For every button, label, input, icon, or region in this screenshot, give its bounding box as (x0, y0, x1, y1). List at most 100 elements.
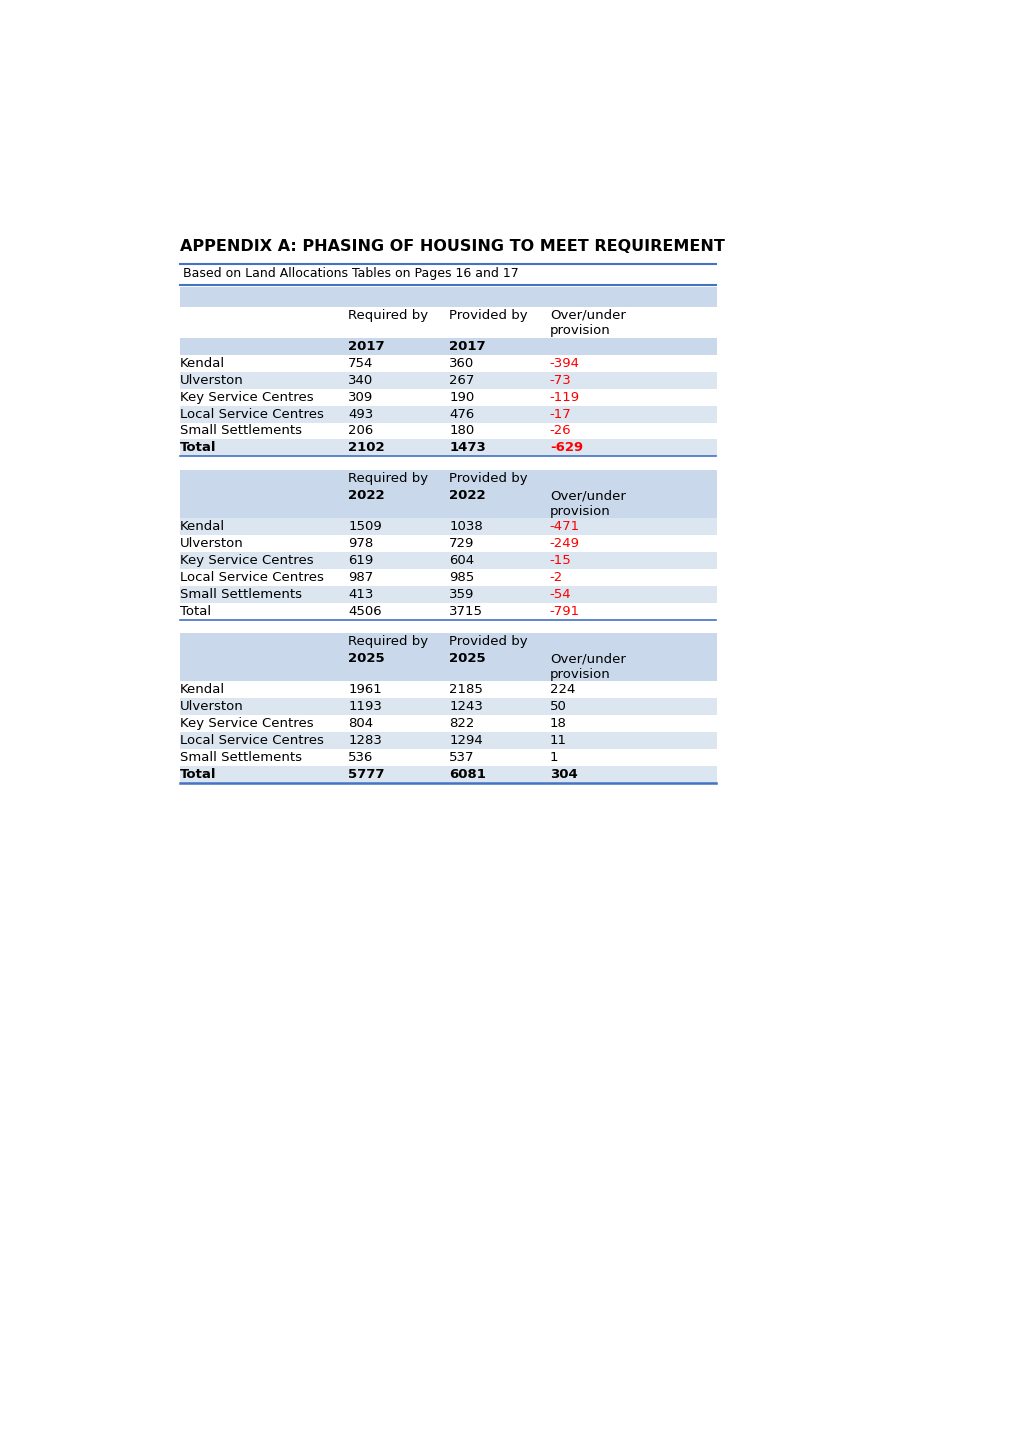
Text: -2: -2 (549, 571, 562, 584)
Bar (180, 518, 715, 535)
Text: 537: 537 (448, 751, 474, 764)
Bar (180, 487, 715, 505)
Bar (180, 733, 715, 748)
Text: -26: -26 (549, 424, 571, 437)
Text: APPENDIX A: PHASING OF HOUSING TO MEET REQUIREMENT: APPENDIX A: PHASING OF HOUSING TO MEET R… (180, 239, 725, 254)
Text: Local Service Centres: Local Service Centres (180, 571, 324, 584)
Text: -15: -15 (549, 554, 571, 567)
Text: provision: provision (549, 668, 610, 681)
Text: 1509: 1509 (348, 521, 382, 534)
Text: provision: provision (549, 505, 610, 518)
Text: 309: 309 (348, 391, 373, 404)
Text: 1038: 1038 (448, 521, 482, 534)
Text: 359: 359 (448, 588, 474, 601)
Text: -17: -17 (549, 408, 571, 421)
Text: Ulverston: Ulverston (180, 536, 244, 549)
Text: 5777: 5777 (348, 769, 384, 782)
Text: 2017: 2017 (448, 340, 485, 353)
Text: 180: 180 (448, 424, 474, 437)
Bar (180, 698, 715, 715)
Text: 1: 1 (549, 751, 557, 764)
Text: -471: -471 (549, 521, 580, 534)
Text: 822: 822 (448, 717, 474, 730)
Text: 604: 604 (448, 554, 474, 567)
Bar (180, 389, 715, 405)
Text: 536: 536 (348, 751, 373, 764)
Text: -54: -54 (549, 588, 571, 601)
Text: 987: 987 (348, 571, 373, 584)
Bar (180, 715, 715, 733)
Text: 340: 340 (348, 373, 373, 386)
Text: Total: Total (180, 769, 216, 782)
Text: Kendal: Kendal (180, 684, 225, 696)
Bar (180, 766, 715, 783)
Text: provision: provision (549, 324, 610, 337)
Text: 1283: 1283 (348, 734, 382, 747)
Text: Required by: Required by (348, 309, 428, 322)
Text: 804: 804 (348, 717, 373, 730)
Bar (180, 633, 715, 650)
Bar (180, 505, 715, 518)
Text: 190: 190 (448, 391, 474, 404)
Text: -249: -249 (549, 536, 580, 549)
Text: 2017: 2017 (348, 340, 384, 353)
Text: 1193: 1193 (348, 701, 382, 714)
Bar (180, 535, 715, 552)
Bar (180, 568, 715, 585)
Text: 754: 754 (348, 356, 373, 369)
Text: 985: 985 (448, 571, 474, 584)
Bar (180, 372, 715, 389)
Text: 4506: 4506 (348, 604, 382, 617)
Text: Small Settlements: Small Settlements (180, 588, 302, 601)
Text: 50: 50 (549, 701, 567, 714)
Bar (180, 423, 715, 440)
Text: Provided by: Provided by (448, 636, 527, 649)
Bar (180, 552, 715, 568)
Text: Provided by: Provided by (448, 309, 527, 322)
Text: 1961: 1961 (348, 684, 382, 696)
Text: Over/under: Over/under (549, 652, 625, 665)
Text: 729: 729 (448, 536, 474, 549)
Text: 2185: 2185 (448, 684, 483, 696)
Text: 493: 493 (348, 408, 373, 421)
Text: Based on Land Allocations Tables on Pages 16 and 17: Based on Land Allocations Tables on Page… (183, 267, 519, 280)
Text: 224: 224 (549, 684, 575, 696)
Bar (180, 287, 715, 307)
Text: 2025: 2025 (348, 652, 384, 665)
Text: Local Service Centres: Local Service Centres (180, 408, 324, 421)
Text: Total: Total (180, 441, 216, 454)
Text: 2022: 2022 (348, 489, 384, 502)
Text: 1243: 1243 (448, 701, 483, 714)
Text: -119: -119 (549, 391, 580, 404)
Text: 1294: 1294 (448, 734, 482, 747)
Text: -629: -629 (549, 441, 583, 454)
Text: Provided by: Provided by (448, 472, 527, 485)
Text: Kendal: Kendal (180, 521, 225, 534)
Bar (180, 603, 715, 620)
Text: Key Service Centres: Key Service Centres (180, 554, 314, 567)
Text: 11: 11 (549, 734, 567, 747)
Text: 360: 360 (448, 356, 474, 369)
Text: Required by: Required by (348, 636, 428, 649)
Text: 6081: 6081 (448, 769, 485, 782)
Text: Over/under: Over/under (549, 309, 625, 322)
Bar (180, 355, 715, 372)
Text: 978: 978 (348, 536, 373, 549)
Bar (180, 650, 715, 668)
Bar (180, 440, 715, 457)
Text: Over/under: Over/under (549, 489, 625, 502)
Text: Small Settlements: Small Settlements (180, 751, 302, 764)
Bar (180, 748, 715, 766)
Text: 206: 206 (348, 424, 373, 437)
Text: 18: 18 (549, 717, 567, 730)
Text: Local Service Centres: Local Service Centres (180, 734, 324, 747)
Text: 1473: 1473 (448, 441, 485, 454)
Text: 413: 413 (348, 588, 373, 601)
Text: -394: -394 (549, 356, 580, 369)
Text: Key Service Centres: Key Service Centres (180, 391, 314, 404)
Text: 2102: 2102 (348, 441, 384, 454)
Text: 3715: 3715 (448, 604, 483, 617)
Text: Kendal: Kendal (180, 356, 225, 369)
Bar (180, 337, 715, 355)
Text: 2025: 2025 (448, 652, 485, 665)
